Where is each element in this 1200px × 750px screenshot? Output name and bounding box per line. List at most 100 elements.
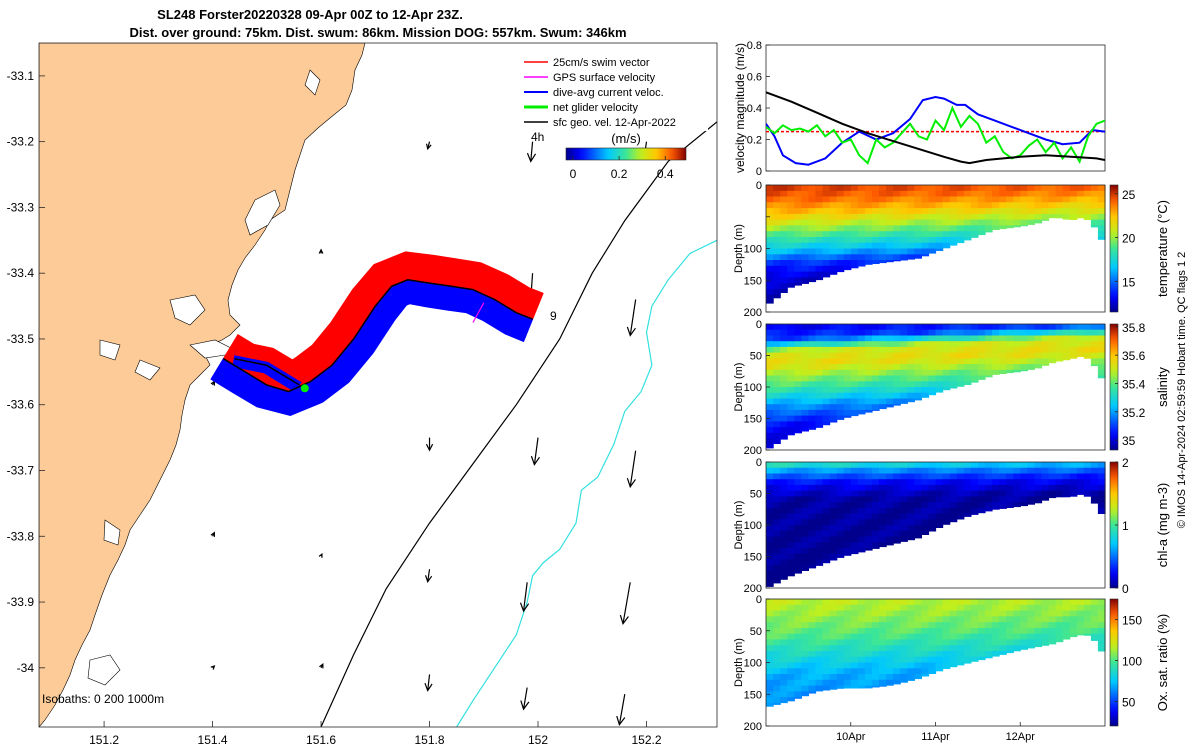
section-cell — [907, 242, 915, 250]
section-cell — [935, 381, 944, 388]
section-cell — [794, 190, 802, 198]
section-cell — [970, 616, 979, 623]
section-cell — [864, 536, 873, 543]
section-cell — [843, 409, 852, 417]
section-cell — [914, 484, 922, 492]
velocity-lines — [766, 91, 1105, 166]
section-cell — [949, 627, 958, 635]
section-cell — [949, 513, 958, 520]
section-cell — [921, 656, 930, 664]
section-cell — [871, 604, 880, 612]
section-cell — [850, 202, 859, 209]
section-cell — [1048, 358, 1057, 364]
section-cell — [766, 254, 774, 261]
section-cell — [808, 352, 817, 359]
section-cell — [829, 484, 838, 492]
section-cell — [815, 553, 824, 560]
section-cell — [822, 352, 831, 359]
section-cell — [822, 329, 831, 336]
section-cell — [787, 225, 795, 232]
section-cell — [1083, 484, 1092, 492]
section-cell — [850, 599, 859, 606]
section-cell — [999, 185, 1007, 192]
geo-vector-head — [318, 248, 324, 254]
section-cell — [1027, 346, 1035, 354]
section-cell — [900, 254, 908, 261]
section-cell — [935, 525, 944, 528]
section-cell — [1097, 190, 1106, 198]
section-cell — [822, 341, 831, 348]
section-cell — [879, 346, 887, 354]
section-cell — [900, 369, 908, 377]
section-cell — [857, 341, 866, 348]
section-cell — [1062, 484, 1071, 492]
section-cell — [1055, 633, 1064, 640]
section-cell — [928, 525, 937, 532]
map-cbar-tick-label: 0.4 — [657, 167, 674, 181]
section-cell — [956, 651, 965, 658]
section-cell — [977, 490, 986, 497]
section-cell — [843, 190, 852, 198]
section-cell — [808, 496, 817, 503]
section-cell — [794, 467, 802, 474]
section-cell — [829, 329, 838, 336]
section-cell — [949, 604, 958, 612]
section-cell — [822, 346, 831, 354]
section-cell — [794, 271, 802, 278]
section-cell — [963, 231, 972, 238]
velocity-ytick-label: 0.4 — [747, 103, 762, 115]
section-cell — [794, 335, 802, 342]
section-cell — [907, 639, 915, 646]
section-cell — [879, 324, 887, 331]
footer-copyright: © IMOS 14-Apr-2024 02:59:59 Hobart time.… — [1176, 252, 1188, 529]
section-cell — [935, 462, 944, 469]
section-cell — [773, 576, 781, 583]
section-cell — [977, 473, 986, 480]
section-cell — [801, 674, 809, 681]
section-cell — [787, 651, 795, 658]
section-cell — [1076, 213, 1085, 219]
section-cell — [815, 513, 824, 520]
section-cell — [886, 507, 894, 515]
section-cell — [787, 196, 795, 203]
section-cell — [773, 375, 781, 382]
section-cell — [787, 542, 795, 549]
section-cell — [1069, 490, 1078, 497]
section-cell — [1041, 462, 1050, 469]
section-cell — [977, 190, 986, 198]
section-cell — [822, 513, 831, 520]
section-cell — [1076, 627, 1085, 635]
section-cell — [907, 329, 915, 336]
section-cell — [900, 335, 908, 342]
section-cell — [773, 346, 781, 354]
section-cell — [815, 225, 824, 232]
section-cell — [900, 490, 908, 497]
section-cell — [914, 225, 922, 232]
section-cell — [766, 231, 774, 238]
section-cell — [843, 616, 852, 623]
section-cell — [1027, 185, 1035, 192]
section-cell — [1062, 190, 1071, 198]
section-cell — [914, 387, 922, 394]
section-cell — [914, 202, 922, 209]
geo-vector — [424, 569, 433, 584]
section-cell — [935, 519, 944, 526]
section-cell — [836, 387, 845, 394]
section-cell — [963, 479, 972, 486]
legend-item-geo: sfc geo. vel. 12-Apr-2022 — [524, 117, 676, 129]
section-cell — [1069, 329, 1078, 336]
section-cell — [999, 610, 1007, 617]
section-cell — [836, 352, 845, 359]
section-cell — [949, 473, 958, 480]
section-cell — [766, 502, 774, 509]
section-cell — [829, 375, 838, 382]
section-cell — [999, 645, 1007, 652]
section-cell — [1013, 346, 1021, 354]
section-cell — [766, 300, 774, 304]
section-cell — [963, 381, 972, 385]
section-cell — [921, 645, 930, 652]
section-cell — [843, 185, 852, 192]
section-cell — [773, 185, 781, 192]
section-cell — [1076, 335, 1085, 342]
section-cell — [935, 484, 944, 492]
